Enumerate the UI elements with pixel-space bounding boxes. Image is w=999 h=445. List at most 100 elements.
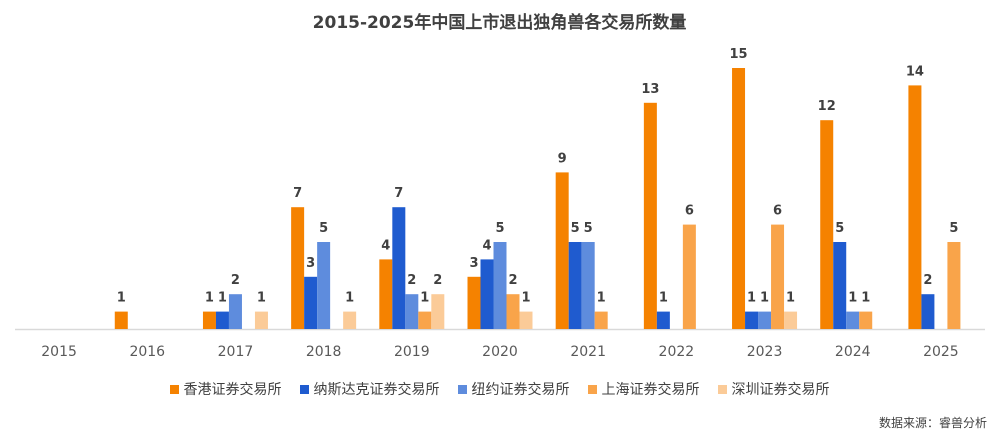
x-tick-label: 2023 bbox=[747, 344, 783, 360]
bar bbox=[343, 311, 357, 329]
legend-item: 香港证券交易所 bbox=[169, 379, 282, 399]
x-tick-label: 2016 bbox=[129, 344, 165, 360]
legend-label: 香港证券交易所 bbox=[183, 382, 282, 398]
bar bbox=[908, 85, 922, 330]
bar bbox=[291, 207, 305, 329]
data-label: 1 bbox=[597, 291, 606, 306]
data-label: 15 bbox=[729, 47, 747, 62]
data-label: 12 bbox=[818, 99, 836, 114]
bar bbox=[467, 276, 481, 329]
data-label: 5 bbox=[835, 221, 844, 236]
bar bbox=[392, 207, 406, 329]
legend-item: 纽约证券交易所 bbox=[457, 379, 570, 399]
legend-item: 纳斯达克证券交易所 bbox=[299, 379, 440, 399]
legend-item: 深圳证券交易所 bbox=[717, 379, 830, 399]
bar bbox=[431, 294, 445, 329]
bar bbox=[114, 311, 128, 329]
legend-label: 深圳证券交易所 bbox=[731, 382, 830, 398]
bar bbox=[594, 311, 608, 329]
x-tick-label: 2015 bbox=[41, 344, 77, 360]
x-tick-label: 2025 bbox=[923, 344, 959, 360]
data-label: 4 bbox=[482, 238, 491, 253]
bar bbox=[682, 224, 696, 329]
bar bbox=[202, 311, 216, 329]
bar bbox=[254, 311, 268, 329]
bar bbox=[947, 242, 961, 329]
data-label: 1 bbox=[218, 291, 227, 306]
bar bbox=[405, 294, 419, 329]
data-label: 7 bbox=[293, 186, 302, 201]
bar bbox=[859, 311, 873, 329]
bar bbox=[506, 294, 520, 329]
x-tick-label: 2024 bbox=[835, 344, 871, 360]
bar bbox=[921, 294, 935, 329]
data-label: 5 bbox=[949, 221, 958, 236]
data-label: 5 bbox=[571, 221, 580, 236]
bar bbox=[771, 224, 785, 329]
x-tick-label: 2022 bbox=[659, 344, 695, 360]
legend-label: 上海证券交易所 bbox=[601, 382, 700, 398]
bar bbox=[480, 259, 494, 329]
bar bbox=[568, 242, 582, 329]
data-label: 9 bbox=[558, 151, 567, 166]
chart-title: 2015-2025年中国上市退出独角兽各交易所数量 bbox=[312, 13, 687, 33]
x-tick-label: 2021 bbox=[570, 344, 606, 360]
bar bbox=[317, 242, 331, 329]
data-label: 2 bbox=[231, 273, 240, 288]
data-label: 1 bbox=[117, 291, 126, 306]
bar bbox=[656, 311, 670, 329]
data-label: 4 bbox=[381, 238, 390, 253]
bar bbox=[846, 311, 860, 329]
bar bbox=[493, 242, 507, 329]
bar bbox=[758, 311, 772, 329]
legend: 香港证券交易所 纳斯达克证券交易所 纽约证券交易所 上海证券交易所 深圳证券交易所 bbox=[0, 379, 999, 399]
data-label: 6 bbox=[773, 204, 782, 219]
legend-label: 纽约证券交易所 bbox=[471, 382, 570, 398]
data-label: 3 bbox=[306, 256, 315, 271]
bar bbox=[745, 311, 759, 329]
data-label: 1 bbox=[205, 291, 214, 306]
data-label: 5 bbox=[495, 221, 504, 236]
legend-swatch bbox=[717, 384, 727, 394]
data-label: 1 bbox=[420, 291, 429, 306]
data-label: 6 bbox=[685, 204, 694, 219]
data-label: 1 bbox=[257, 291, 266, 306]
data-label: 1 bbox=[760, 291, 769, 306]
data-label: 5 bbox=[584, 221, 593, 236]
data-label: 3 bbox=[469, 256, 478, 271]
x-tick-label: 2019 bbox=[394, 344, 430, 360]
bar bbox=[228, 294, 242, 329]
data-label: 2 bbox=[923, 273, 932, 288]
legend-swatch bbox=[457, 384, 467, 394]
legend-label: 纳斯达克证券交易所 bbox=[313, 382, 440, 398]
x-tick-label: 2017 bbox=[218, 344, 254, 360]
x-tick-label: 2018 bbox=[306, 344, 342, 360]
data-label: 1 bbox=[659, 291, 668, 306]
bar bbox=[732, 68, 746, 329]
legend-swatch bbox=[169, 384, 179, 394]
data-label: 1 bbox=[345, 291, 354, 306]
x-tick-label: 2020 bbox=[482, 344, 518, 360]
data-label: 1 bbox=[786, 291, 795, 306]
data-label: 13 bbox=[641, 82, 659, 97]
bar bbox=[833, 242, 847, 329]
bar bbox=[304, 276, 318, 329]
data-label: 2 bbox=[433, 273, 442, 288]
bar bbox=[581, 242, 595, 329]
bar bbox=[519, 311, 533, 329]
bar bbox=[643, 102, 657, 329]
bar bbox=[784, 311, 798, 329]
bar bbox=[820, 120, 834, 329]
data-label: 1 bbox=[747, 291, 756, 306]
data-label: 2 bbox=[407, 273, 416, 288]
legend-item: 上海证券交易所 bbox=[587, 379, 700, 399]
data-label: 1 bbox=[521, 291, 530, 306]
bar bbox=[379, 259, 393, 329]
data-label: 1 bbox=[861, 291, 870, 306]
data-label: 14 bbox=[906, 64, 924, 79]
data-label: 2 bbox=[508, 273, 517, 288]
legend-swatch bbox=[587, 384, 597, 394]
bar bbox=[418, 311, 432, 329]
